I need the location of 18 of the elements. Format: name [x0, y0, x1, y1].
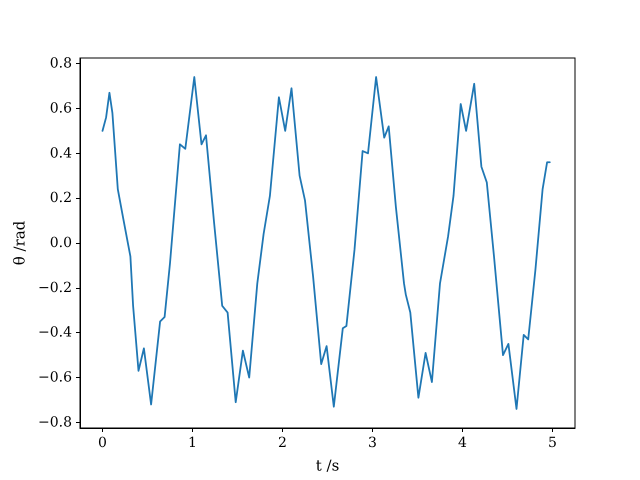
x-tick-label: 4	[458, 435, 468, 451]
x-axis-title: t /s	[316, 456, 340, 474]
y-axis-title: θ /rad	[10, 220, 29, 266]
y-tick-label: 0.8	[50, 56, 72, 72]
x-tick-label: 0	[98, 435, 107, 451]
y-tick-label: 0.6	[50, 100, 72, 116]
x-tick-label: 3	[368, 435, 377, 451]
x-tick-label: 1	[188, 435, 197, 451]
x-tick-label: 5	[548, 435, 557, 451]
y-tick-label: −0.4	[38, 324, 72, 341]
y-tick-label: −0.8	[38, 414, 72, 430]
y-tick-label: 0.4	[50, 145, 72, 162]
y-tick-label: −0.6	[38, 370, 72, 386]
x-tick-label: 2	[278, 435, 287, 451]
y-tick-label: 0.2	[50, 190, 72, 206]
line-series	[102, 76, 551, 410]
y-tick-label: −0.2	[38, 280, 72, 296]
y-tick-label: 0.0	[50, 235, 72, 251]
